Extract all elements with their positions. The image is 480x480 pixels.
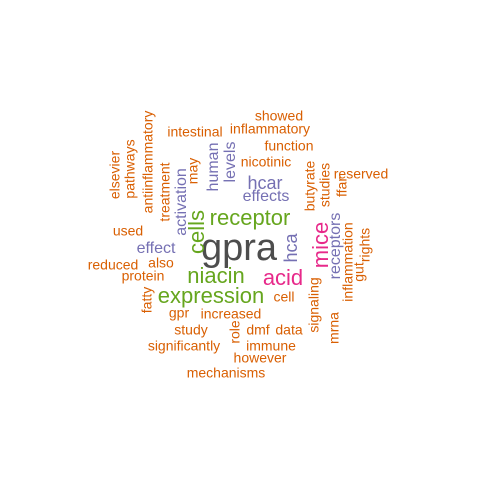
word-role: role	[227, 320, 243, 344]
word-nicotinic: nicotinic	[241, 154, 292, 170]
word-cells: cells	[184, 210, 209, 254]
word-inflammatory: inflammatory	[230, 121, 310, 137]
word-receptors: receptors	[327, 213, 344, 280]
word-gpra: gpra	[201, 227, 278, 269]
word-ffar: ffar	[334, 177, 350, 197]
word-elsevier: elsevier	[107, 151, 123, 200]
word-increased: increased	[201, 306, 262, 322]
word-studies: studies	[317, 163, 333, 207]
word-cell: cell	[273, 289, 294, 305]
word-receptor: receptor	[210, 205, 291, 230]
word-hca: hca	[281, 233, 301, 263]
word-intestinal: intestinal	[167, 124, 222, 140]
word-hcar: hcar	[247, 173, 282, 193]
word-human: human	[205, 143, 222, 192]
word-showed: showed	[255, 108, 303, 124]
word-effect: effect	[137, 240, 176, 257]
word-mice: mice	[308, 222, 333, 268]
word-treatment: treatment	[157, 162, 173, 221]
word-gut: gut	[351, 262, 367, 282]
word-activation: activation	[173, 168, 190, 236]
word-fatty: fatty	[139, 287, 155, 313]
word-however: however	[234, 350, 287, 366]
word-dmf: dmf	[246, 322, 269, 338]
word-expression: expression	[158, 283, 264, 308]
word-acid: acid	[263, 265, 303, 290]
word-rights: rights	[357, 228, 373, 262]
word-mechanisms: mechanisms	[187, 365, 266, 381]
word-may: may	[185, 158, 201, 184]
word-reserved: reserved	[334, 166, 388, 182]
word-study: study	[174, 322, 207, 338]
word-effects: effects	[243, 188, 290, 205]
word-mrna: mrna	[326, 312, 342, 344]
word-function: function	[264, 138, 313, 154]
word-also: also	[148, 255, 174, 271]
word-signaling: signaling	[306, 277, 322, 332]
word-niacin: niacin	[187, 263, 244, 288]
word-used: used	[113, 223, 143, 239]
word-protein: protein	[122, 268, 165, 284]
word-inflammation: inflammation	[340, 222, 356, 301]
word-reduced: reduced	[88, 257, 139, 273]
word-gpr: gpr	[169, 305, 190, 321]
word-antiinflammatory: antiinflammatory	[140, 111, 156, 214]
word-data: data	[275, 322, 302, 338]
word-levels: levels	[222, 142, 239, 183]
word-significantly: significantly	[148, 338, 220, 354]
word-pathways: pathways	[122, 139, 138, 198]
word-butyrate: butyrate	[302, 160, 318, 211]
word-immune: immune	[246, 338, 296, 354]
